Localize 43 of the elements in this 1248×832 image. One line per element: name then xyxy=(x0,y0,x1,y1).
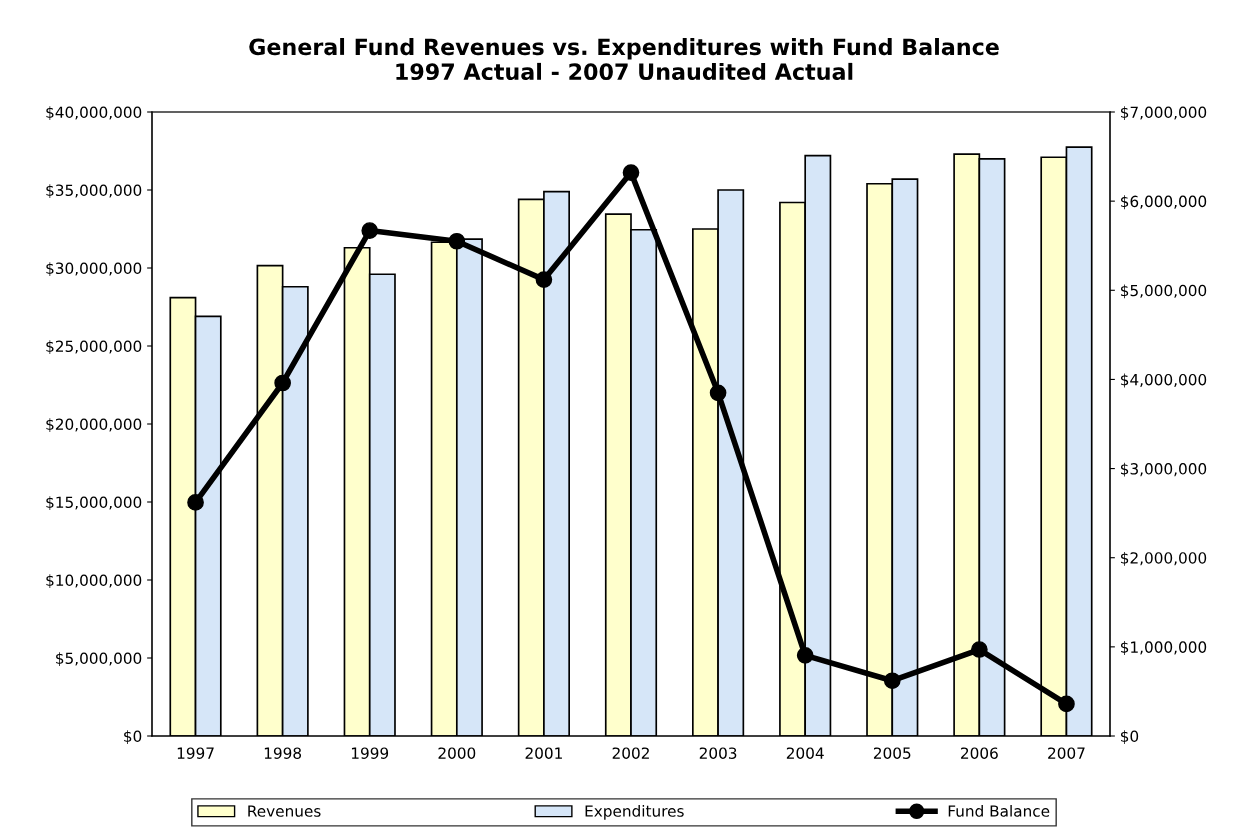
y-tick-label: $30,000,000 xyxy=(46,262,142,277)
legend-label: Expenditures xyxy=(585,804,684,820)
point xyxy=(709,384,727,402)
y2-tick-label: $7,000,000 xyxy=(1120,106,1207,121)
y-tick-label: $20,000,000 xyxy=(46,418,142,433)
y-tick-label: $5,000,000 xyxy=(56,652,142,667)
x-tick-label: 2003 xyxy=(699,747,737,759)
y2-tick-label: $2,000,000 xyxy=(1120,551,1207,566)
point xyxy=(187,494,204,511)
point xyxy=(448,232,466,250)
y-tick-label: $40,000,000 xyxy=(46,106,142,121)
point xyxy=(361,222,379,239)
y2-tick-label: $1,000,000 xyxy=(1120,641,1207,655)
y-tick-label: $15,000,000 xyxy=(46,496,142,511)
y2-tick-label: $4,000,000 xyxy=(1120,373,1207,388)
x-tick-label: 2007 xyxy=(1048,747,1085,759)
point xyxy=(535,271,553,288)
x-tick-label: 2004 xyxy=(786,747,824,759)
y2-tick-label: $0 xyxy=(1120,730,1139,745)
x-tick-label: 1997 xyxy=(177,747,214,759)
point xyxy=(274,374,291,392)
y2-tick-label: $6,000,000 xyxy=(1120,195,1207,210)
y-tick-label: $35,000,000 xyxy=(46,184,142,199)
y-tick-label: $10,000,000 xyxy=(46,574,142,589)
point xyxy=(971,641,988,658)
point xyxy=(883,672,901,690)
legend-label: Fund Balance xyxy=(948,804,1050,817)
x-tick-label: 2005 xyxy=(873,747,911,759)
point xyxy=(1058,695,1075,713)
y-tick-label: $25,000,000 xyxy=(46,340,142,355)
point xyxy=(796,646,814,664)
chart-title: General Fund Revenues vs. Expenditures with Fund Balance 1997 Actual - 2007 Unaudited Actual xyxy=(249,38,999,81)
x-tick-label: 1999 xyxy=(351,747,389,759)
x-tick-label: 2000 xyxy=(438,747,476,759)
legend-label: Revenues xyxy=(248,805,321,817)
y-tick-label: $0 xyxy=(124,730,142,745)
y2-tick-label: $5,000,000 xyxy=(1120,284,1207,299)
x-tick-label: 1998 xyxy=(264,747,302,759)
x-tick-label: 2006 xyxy=(961,747,998,759)
x-tick-label: 2002 xyxy=(612,747,649,759)
point xyxy=(622,164,640,181)
x-tick-label: 2001 xyxy=(525,747,562,759)
y2-tick-label: $3,000,000 xyxy=(1120,462,1207,477)
